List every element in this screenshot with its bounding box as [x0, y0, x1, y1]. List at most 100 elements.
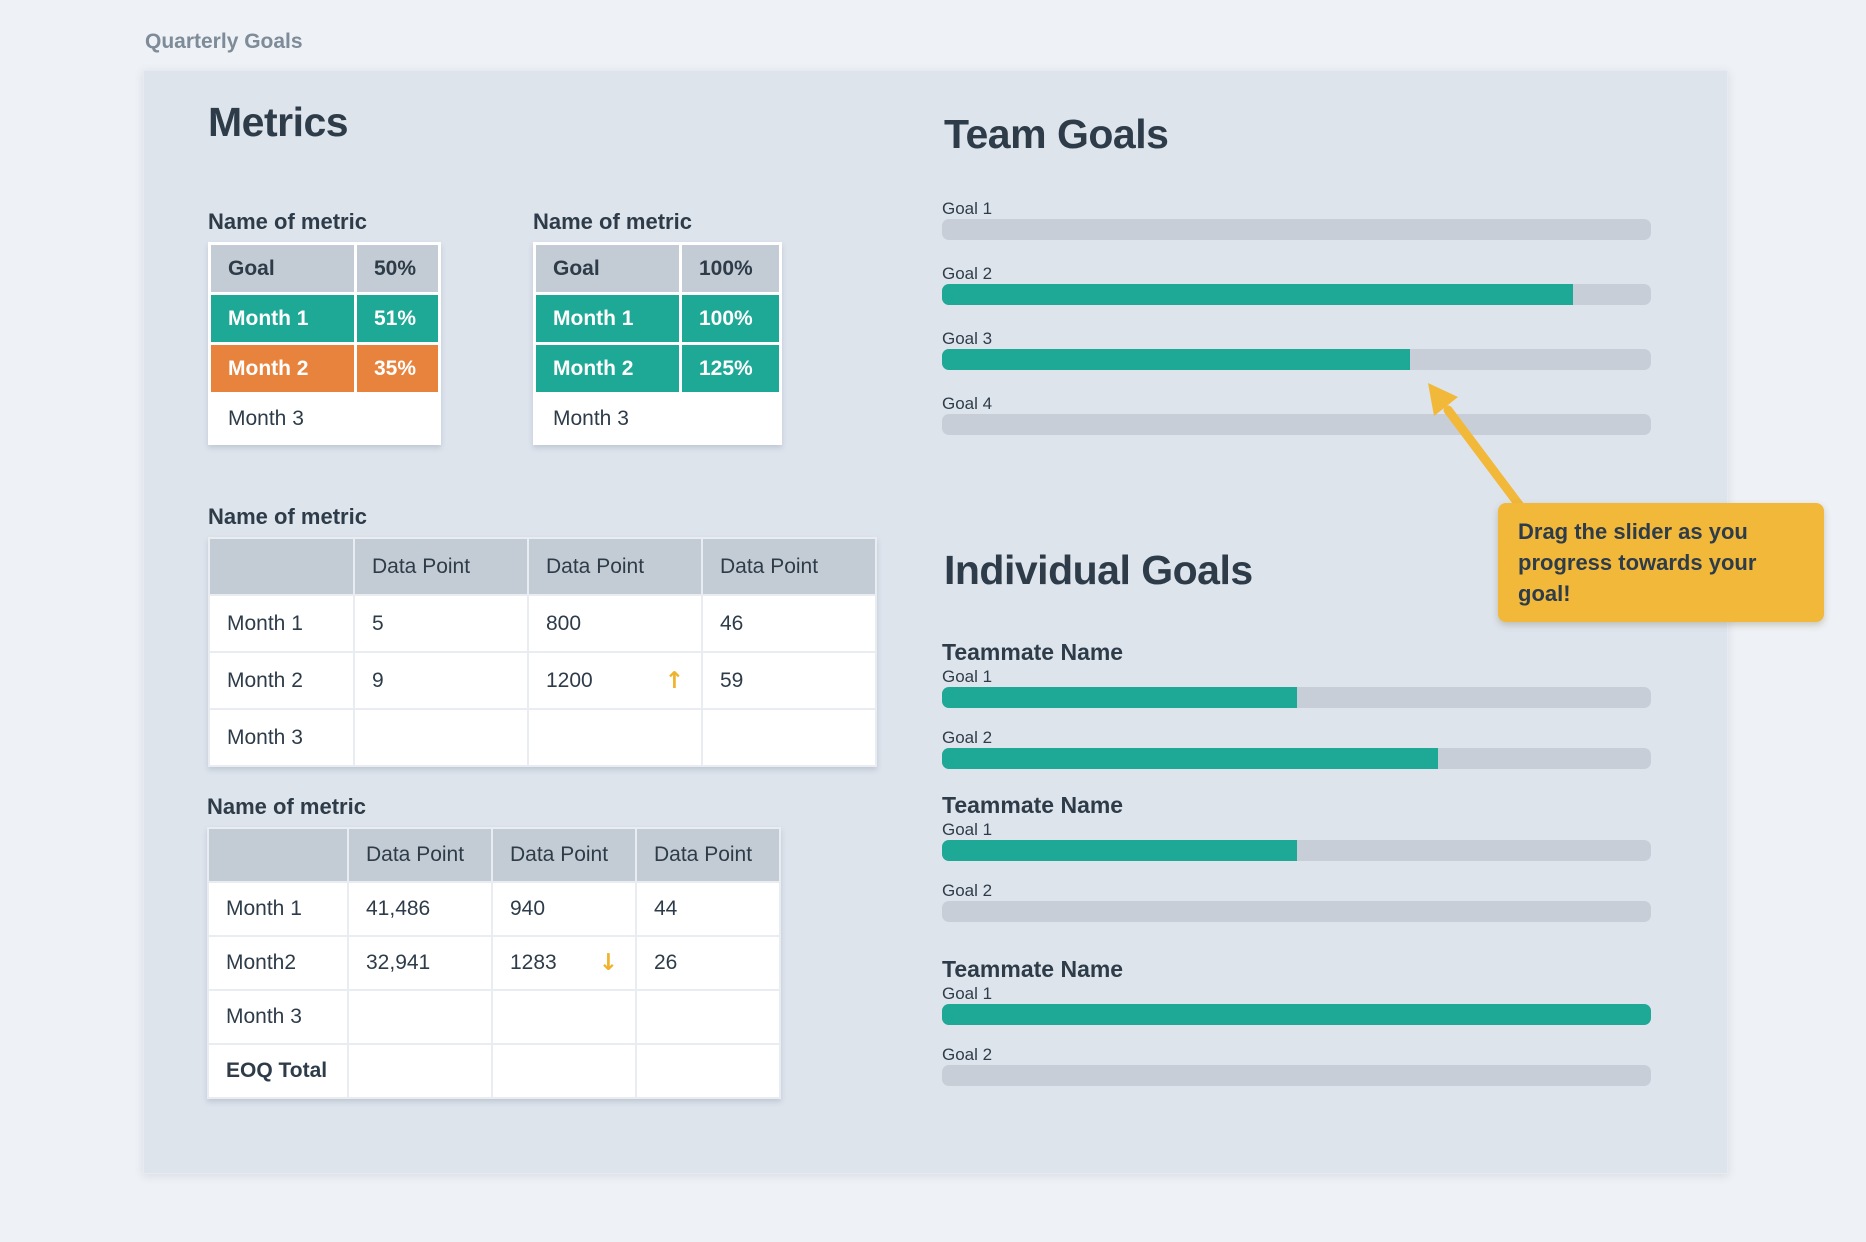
value-cell[interactable]: 35%: [357, 345, 438, 392]
value-cell[interactable]: [493, 1045, 635, 1097]
value-cell[interactable]: [349, 1045, 491, 1097]
goal-item: Goal 2: [942, 729, 1651, 769]
teammate-name[interactable]: Teammate Name: [942, 956, 1124, 982]
value-cell[interactable]: [703, 710, 875, 765]
empty-header-cell[interactable]: [209, 829, 347, 881]
cell-content: 46: [720, 612, 858, 636]
goal-slider-track[interactable]: [942, 840, 1651, 861]
cell-value: 800: [546, 611, 582, 635]
value-cell[interactable]: 1200 ↑: [529, 653, 701, 708]
month-cell[interactable]: Month 1: [536, 295, 679, 342]
value-cell[interactable]: 51%: [357, 295, 438, 342]
month-cell[interactable]: Month 2: [210, 653, 353, 708]
goal-header-cell[interactable]: Goal: [536, 245, 679, 292]
month-cell[interactable]: Month 1: [209, 883, 347, 935]
goal-table-block: Name of metric Goal 50% Month 1 51% Month 2 35…: [208, 209, 441, 445]
value-cell[interactable]: 125%: [682, 345, 779, 392]
cell-value: 940: [510, 897, 546, 920]
value-cell[interactable]: 46: [703, 596, 875, 651]
value-cell[interactable]: 940: [493, 883, 635, 935]
month-cell[interactable]: Month 3: [211, 395, 354, 442]
value-cell[interactable]: 1283 ↓: [493, 937, 635, 989]
value-cell[interactable]: 800: [529, 596, 701, 651]
month-cell[interactable]: Month 2: [211, 345, 354, 392]
month-cell[interactable]: Month 1: [210, 596, 353, 651]
value-cell[interactable]: [355, 710, 527, 765]
table-row: Month 2 35%: [211, 345, 438, 392]
month-cell[interactable]: Month 3: [209, 991, 347, 1043]
data-point-header-cell[interactable]: Data Point: [703, 539, 875, 594]
goal-target-cell[interactable]: 50%: [357, 245, 438, 292]
goal-slider-fill[interactable]: [942, 1004, 1651, 1025]
goal-slider-fill[interactable]: [942, 349, 1410, 370]
metric-name-title[interactable]: Name of metric: [207, 794, 366, 819]
value-cell[interactable]: 100%: [682, 295, 779, 342]
value-cell[interactable]: 9: [355, 653, 527, 708]
cell-value: 9: [372, 668, 384, 692]
goal-slider-fill[interactable]: [942, 840, 1297, 861]
value-cell[interactable]: [637, 1045, 779, 1097]
value-cell[interactable]: 32,941: [349, 937, 491, 989]
goal-slider-track[interactable]: [942, 1065, 1651, 1086]
data-table: Data Point Data Point Data Point Month 1 5 80…: [208, 537, 877, 767]
month-cell[interactable]: Month2: [209, 937, 347, 989]
goal-table-body: Month 1 100% Month 2 125% Month 3: [536, 295, 779, 442]
goal-slider-track[interactable]: [942, 284, 1651, 305]
value-cell[interactable]: 44: [637, 883, 779, 935]
goal-slider-track[interactable]: [942, 687, 1651, 708]
value-cell[interactable]: [682, 395, 779, 442]
goal-slider-track[interactable]: [942, 414, 1651, 435]
empty-header-cell[interactable]: [210, 539, 353, 594]
data-point-header-cell[interactable]: Data Point: [349, 829, 491, 881]
goal-label: Goal 1: [942, 667, 993, 686]
goal-label: Goal 1: [942, 199, 993, 218]
metric-name-title[interactable]: Name of metric: [208, 209, 367, 234]
goal-target-cell[interactable]: 100%: [682, 245, 779, 292]
value-cell[interactable]: 26: [637, 937, 779, 989]
teammate-name[interactable]: Teammate Name: [942, 639, 1124, 665]
goal-slider-track[interactable]: [942, 349, 1651, 370]
value-cell[interactable]: [349, 991, 491, 1043]
data-point-header-cell[interactable]: Data Point: [493, 829, 635, 881]
goal-header-cell[interactable]: Goal: [211, 245, 354, 292]
table-row: Month 3: [209, 991, 779, 1043]
cell-value: 26: [654, 951, 678, 974]
goal-slider-fill[interactable]: [942, 284, 1573, 305]
data-point-header-cell[interactable]: Data Point: [529, 539, 701, 594]
value-cell[interactable]: 41,486: [349, 883, 491, 935]
table-row: Month2 32,941 1283 ↓ 26: [209, 937, 779, 989]
value-cell[interactable]: [493, 991, 635, 1043]
value-cell[interactable]: 59: [703, 653, 875, 708]
goal-slider-track[interactable]: [942, 1004, 1651, 1025]
cell-content: 1200 ↑: [546, 668, 684, 694]
team-goals-heading: Team Goals: [944, 111, 1169, 157]
goal-slider-fill[interactable]: [942, 748, 1439, 769]
goal-slider-track[interactable]: [942, 748, 1651, 769]
value-cell[interactable]: [529, 710, 701, 765]
month-cell[interactable]: Month 2: [536, 345, 679, 392]
cell-value: 32,941: [366, 951, 431, 974]
goal-slider-track[interactable]: [942, 219, 1651, 240]
value-cell[interactable]: 5: [355, 596, 527, 651]
teammate-name[interactable]: Teammate Name: [942, 792, 1124, 818]
value-cell[interactable]: [637, 991, 779, 1043]
month-cell[interactable]: Month 3: [210, 710, 353, 765]
month-cell[interactable]: EOQ Total: [209, 1045, 347, 1097]
month-cell[interactable]: Month 1: [211, 295, 354, 342]
goal-label: Goal 3: [942, 329, 993, 348]
month-cell[interactable]: Month 3: [536, 395, 679, 442]
header-row: Goal 50%: [211, 245, 438, 292]
table-row: Month 2 125%: [536, 345, 779, 392]
goal-slider-fill[interactable]: [942, 687, 1297, 708]
metric-name-title[interactable]: Name of metric: [208, 504, 367, 529]
value-cell[interactable]: [357, 395, 438, 442]
teammate-block: Teammate Name Goal 1 Goal 2: [942, 794, 1651, 944]
goal-slider-track[interactable]: [942, 901, 1651, 922]
frame-title[interactable]: Quarterly Goals: [145, 30, 303, 53]
goal-item: Goal 2: [942, 265, 1651, 305]
cell-content: 9: [372, 669, 510, 693]
metric-name-title[interactable]: Name of metric: [533, 209, 692, 234]
data-point-header-cell[interactable]: Data Point: [355, 539, 527, 594]
data-point-header-cell[interactable]: Data Point: [637, 829, 779, 881]
